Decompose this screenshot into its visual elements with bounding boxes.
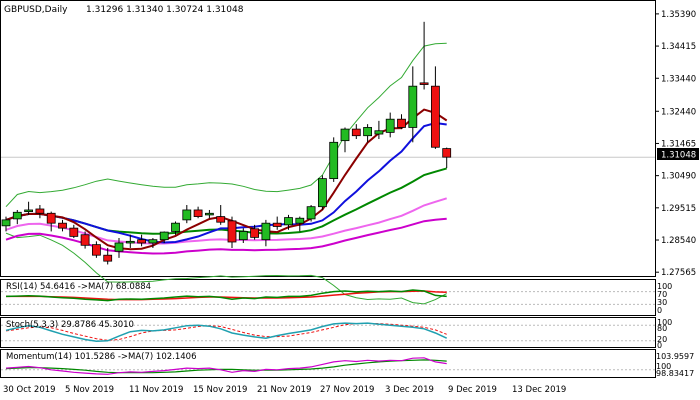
bull-candle bbox=[238, 231, 248, 241]
momentum-tick-high: 103.9597 bbox=[656, 352, 694, 361]
bull-candle bbox=[284, 217, 293, 226]
bear-candle bbox=[103, 254, 113, 262]
date-label: 5 Nov 2019 bbox=[65, 385, 114, 395]
ma-fast bbox=[5, 108, 448, 251]
bear-candle bbox=[227, 220, 237, 243]
price-tick-label: 1.33440 bbox=[661, 74, 696, 84]
price-tick-label: 1.35390 bbox=[661, 10, 696, 20]
bear-candle bbox=[58, 222, 67, 229]
ma-slow-magenta bbox=[5, 217, 447, 255]
bear-candle bbox=[351, 128, 361, 137]
rsi-tick-70: 70 bbox=[657, 290, 667, 299]
ohlc-readout: 1.31296 1.31340 1.30724 1.31048 bbox=[86, 5, 244, 15]
bear-candle bbox=[430, 85, 440, 148]
ma-pink bbox=[5, 197, 447, 245]
bull-candle bbox=[261, 222, 271, 241]
bollinger-upper bbox=[5, 42, 447, 208]
momentum-tick-100: 100 bbox=[656, 362, 671, 371]
date-label: 15 Nov 2019 bbox=[193, 385, 247, 395]
rsi-ma-line bbox=[6, 290, 447, 301]
date-label: 21 Nov 2019 bbox=[257, 385, 311, 395]
bear-candle bbox=[193, 209, 203, 217]
bull-candle bbox=[385, 118, 395, 133]
price-tick-label: 1.32440 bbox=[661, 107, 696, 117]
bull-candle bbox=[306, 206, 316, 220]
rsi-tick-100: 100 bbox=[657, 282, 672, 291]
stoch-k-line bbox=[5, 322, 448, 343]
symbol-label: GBPUSD,Daily bbox=[4, 5, 68, 15]
price-axis: 1.35390 1.34415 1.33440 1.32440 1.31465 1.304… bbox=[655, 10, 696, 278]
price-tick-label: 1.30490 bbox=[661, 172, 696, 182]
bull-candle bbox=[171, 222, 180, 232]
bull-candle bbox=[317, 178, 327, 208]
price-tick-label: 1.34415 bbox=[661, 42, 696, 52]
bull-candle bbox=[295, 217, 305, 224]
bear-candle bbox=[137, 239, 147, 244]
current-price-label: 1.31048 bbox=[661, 151, 696, 161]
stoch-tick-0: 0 bbox=[657, 341, 662, 350]
rsi-tick-30: 30 bbox=[657, 298, 667, 307]
price-tick-label: 1.28540 bbox=[661, 236, 696, 246]
bear-candle bbox=[272, 222, 282, 227]
momentum-ma-line bbox=[5, 359, 447, 374]
rsi-pane[interactable] bbox=[0, 279, 656, 316]
bull-candle bbox=[148, 239, 158, 244]
bull-candle bbox=[125, 240, 135, 244]
price-tick-label: 1.31465 bbox=[661, 139, 696, 149]
bear-candle bbox=[80, 234, 90, 246]
bear-candle bbox=[250, 228, 260, 238]
rsi-line bbox=[5, 289, 447, 302]
momentum-label: Momentum(14) 101.5286 ->MA(7) 102.1406 bbox=[6, 352, 196, 362]
bull-candle bbox=[363, 127, 373, 137]
price-tick-label: 1.27565 bbox=[661, 268, 696, 278]
ma-blue bbox=[5, 121, 447, 244]
bear-candle bbox=[216, 216, 226, 223]
bull-candle bbox=[182, 209, 192, 221]
price-plot bbox=[1, 21, 655, 305]
bull-candle bbox=[408, 85, 418, 128]
bull-candle bbox=[159, 231, 169, 241]
bull-candle bbox=[12, 211, 22, 220]
bear-candle bbox=[92, 244, 101, 256]
bear-candle bbox=[442, 148, 452, 158]
current-price-box bbox=[657, 148, 699, 160]
bull-candle bbox=[329, 141, 339, 180]
date-label: 9 Dec 2019 bbox=[448, 385, 497, 395]
bear-candle bbox=[419, 82, 429, 85]
date-label: 3 Dec 2019 bbox=[385, 385, 434, 395]
bull-candle bbox=[114, 242, 124, 252]
bull-candle bbox=[374, 130, 384, 135]
bull-candle bbox=[204, 212, 214, 216]
time-axis: 30 Oct 2019 5 Nov 2019 11 Nov 2019 15 No… bbox=[3, 385, 566, 395]
bear-candle bbox=[69, 227, 79, 237]
stoch-tick-20: 20 bbox=[657, 335, 667, 344]
momentum-tick-low: 98.83417 bbox=[656, 369, 694, 378]
momentum-pane[interactable] bbox=[0, 349, 656, 378]
stoch-pane[interactable] bbox=[0, 317, 656, 348]
rsi-label: RSI(14) 54.6416 ->MA(7) 68.0884 bbox=[6, 282, 151, 292]
bear-candle bbox=[397, 118, 406, 128]
bull-candle bbox=[24, 209, 34, 213]
date-label: 13 Dec 2019 bbox=[512, 385, 566, 395]
bear-candle bbox=[46, 212, 56, 224]
bull-candle bbox=[340, 128, 350, 142]
bull-candle bbox=[1, 219, 11, 227]
main-pane[interactable] bbox=[0, 0, 656, 277]
momentum-line bbox=[5, 357, 447, 375]
stoch-tick-80: 80 bbox=[657, 324, 667, 333]
rsi-tick-0: 0 bbox=[657, 306, 662, 315]
date-label: 27 Nov 2019 bbox=[320, 385, 374, 395]
date-label: 11 Nov 2019 bbox=[129, 385, 183, 395]
date-label: 30 Oct 2019 bbox=[3, 385, 56, 395]
stoch-tick-100: 100 bbox=[657, 318, 672, 327]
bollinger-lower bbox=[5, 232, 447, 305]
stoch-label: Stoch(5,3,3) 29.8786 45.3010 bbox=[6, 320, 134, 330]
price-tick-label: 1.29515 bbox=[661, 204, 696, 214]
indicator-plots bbox=[1, 289, 655, 375]
bear-candle bbox=[35, 208, 45, 214]
